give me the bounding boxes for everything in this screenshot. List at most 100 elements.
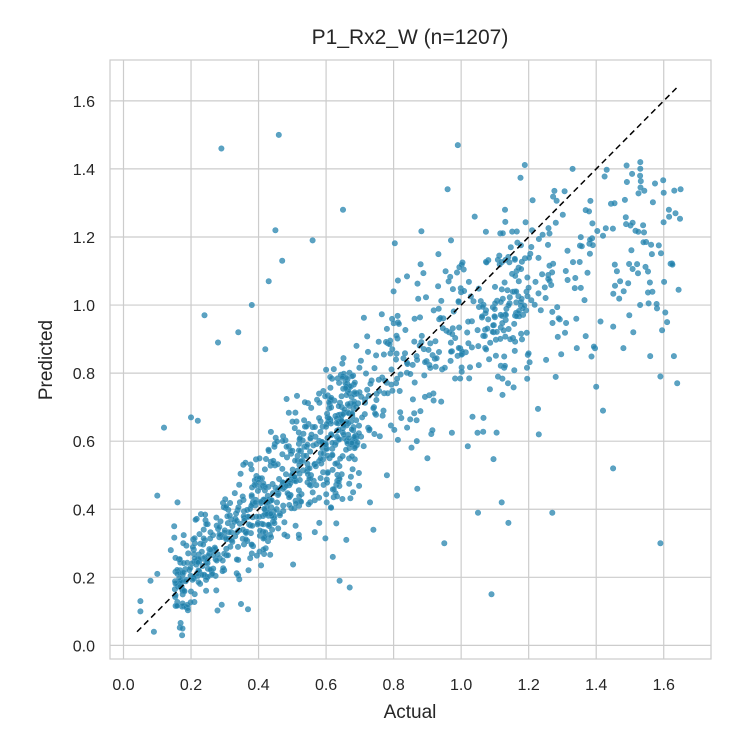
data-point — [309, 489, 316, 496]
data-point — [577, 234, 584, 241]
data-point — [418, 332, 425, 339]
data-point — [203, 521, 210, 528]
data-point — [247, 461, 254, 468]
data-point — [623, 162, 630, 169]
data-point — [551, 187, 558, 194]
data-point — [437, 314, 444, 321]
data-point — [296, 435, 303, 442]
data-point — [490, 322, 497, 329]
data-point — [453, 269, 460, 276]
data-point — [526, 359, 533, 366]
data-point — [239, 493, 246, 500]
data-point — [184, 601, 191, 608]
data-point — [147, 577, 154, 584]
data-point — [376, 433, 383, 440]
data-point — [584, 269, 591, 276]
data-point — [555, 315, 562, 322]
y-tick-label: 1.0 — [73, 298, 95, 315]
data-point — [644, 289, 651, 296]
data-point — [306, 465, 313, 472]
data-point — [510, 384, 517, 391]
plot-frame — [109, 59, 712, 660]
data-point — [265, 521, 272, 528]
data-point — [324, 452, 331, 459]
data-point — [599, 407, 606, 414]
data-point — [504, 380, 511, 387]
data-point — [418, 228, 425, 235]
data-point — [355, 422, 362, 429]
data-point — [396, 387, 403, 394]
data-point — [573, 345, 580, 352]
data-point — [233, 517, 240, 524]
data-point — [469, 413, 476, 420]
data-point — [174, 602, 181, 609]
data-point — [430, 307, 437, 314]
data-point — [279, 437, 286, 444]
data-point — [456, 324, 463, 331]
data-point — [261, 487, 268, 494]
data-point — [524, 375, 531, 382]
data-point — [518, 265, 525, 272]
data-point — [518, 336, 525, 343]
data-point — [311, 423, 318, 430]
data-point — [218, 601, 225, 608]
data-point — [274, 491, 281, 498]
data-point — [498, 286, 505, 293]
data-point — [237, 470, 244, 477]
data-point — [647, 353, 654, 360]
data-point — [316, 415, 323, 422]
data-point — [657, 373, 664, 380]
data-point — [502, 333, 509, 340]
data-point — [357, 357, 364, 364]
data-point — [561, 188, 568, 195]
data-point — [391, 426, 398, 433]
data-point — [554, 304, 561, 311]
y-tick-label: 1.4 — [73, 162, 95, 179]
data-point — [283, 395, 290, 402]
data-point — [184, 607, 191, 614]
data-point — [371, 365, 378, 372]
data-point — [171, 534, 178, 541]
data-point — [507, 336, 514, 343]
data-point — [295, 429, 302, 436]
data-point — [590, 343, 597, 350]
data-point — [224, 513, 231, 520]
data-point — [467, 293, 474, 300]
data-point — [524, 293, 531, 300]
data-point — [279, 465, 286, 472]
data-point — [291, 474, 298, 481]
data-point — [172, 578, 179, 585]
data-point — [283, 482, 290, 489]
data-point — [501, 206, 508, 213]
data-point — [364, 333, 371, 340]
data-point — [231, 490, 238, 497]
data-point — [637, 178, 644, 185]
data-point — [276, 475, 283, 482]
data-point — [202, 511, 209, 518]
data-point — [280, 502, 287, 509]
data-point — [420, 270, 427, 277]
data-point — [502, 218, 509, 225]
x-tick-label: 1.4 — [585, 677, 607, 694]
data-point — [651, 180, 658, 187]
data-point — [310, 477, 317, 484]
data-point — [506, 259, 513, 266]
data-point — [425, 346, 432, 353]
data-point — [563, 319, 570, 326]
data-point — [500, 327, 507, 334]
data-point — [228, 537, 235, 544]
data-point — [248, 466, 255, 473]
data-point — [179, 632, 186, 639]
data-point — [213, 587, 220, 594]
data-point — [525, 284, 532, 291]
data-point — [531, 301, 538, 308]
data-point — [262, 455, 269, 462]
data-point — [179, 625, 186, 632]
data-point — [488, 591, 495, 598]
data-point — [276, 512, 283, 519]
data-point — [522, 219, 529, 226]
data-point — [491, 305, 498, 312]
data-point — [421, 393, 428, 400]
data-point — [242, 536, 249, 543]
data-point — [286, 494, 293, 501]
